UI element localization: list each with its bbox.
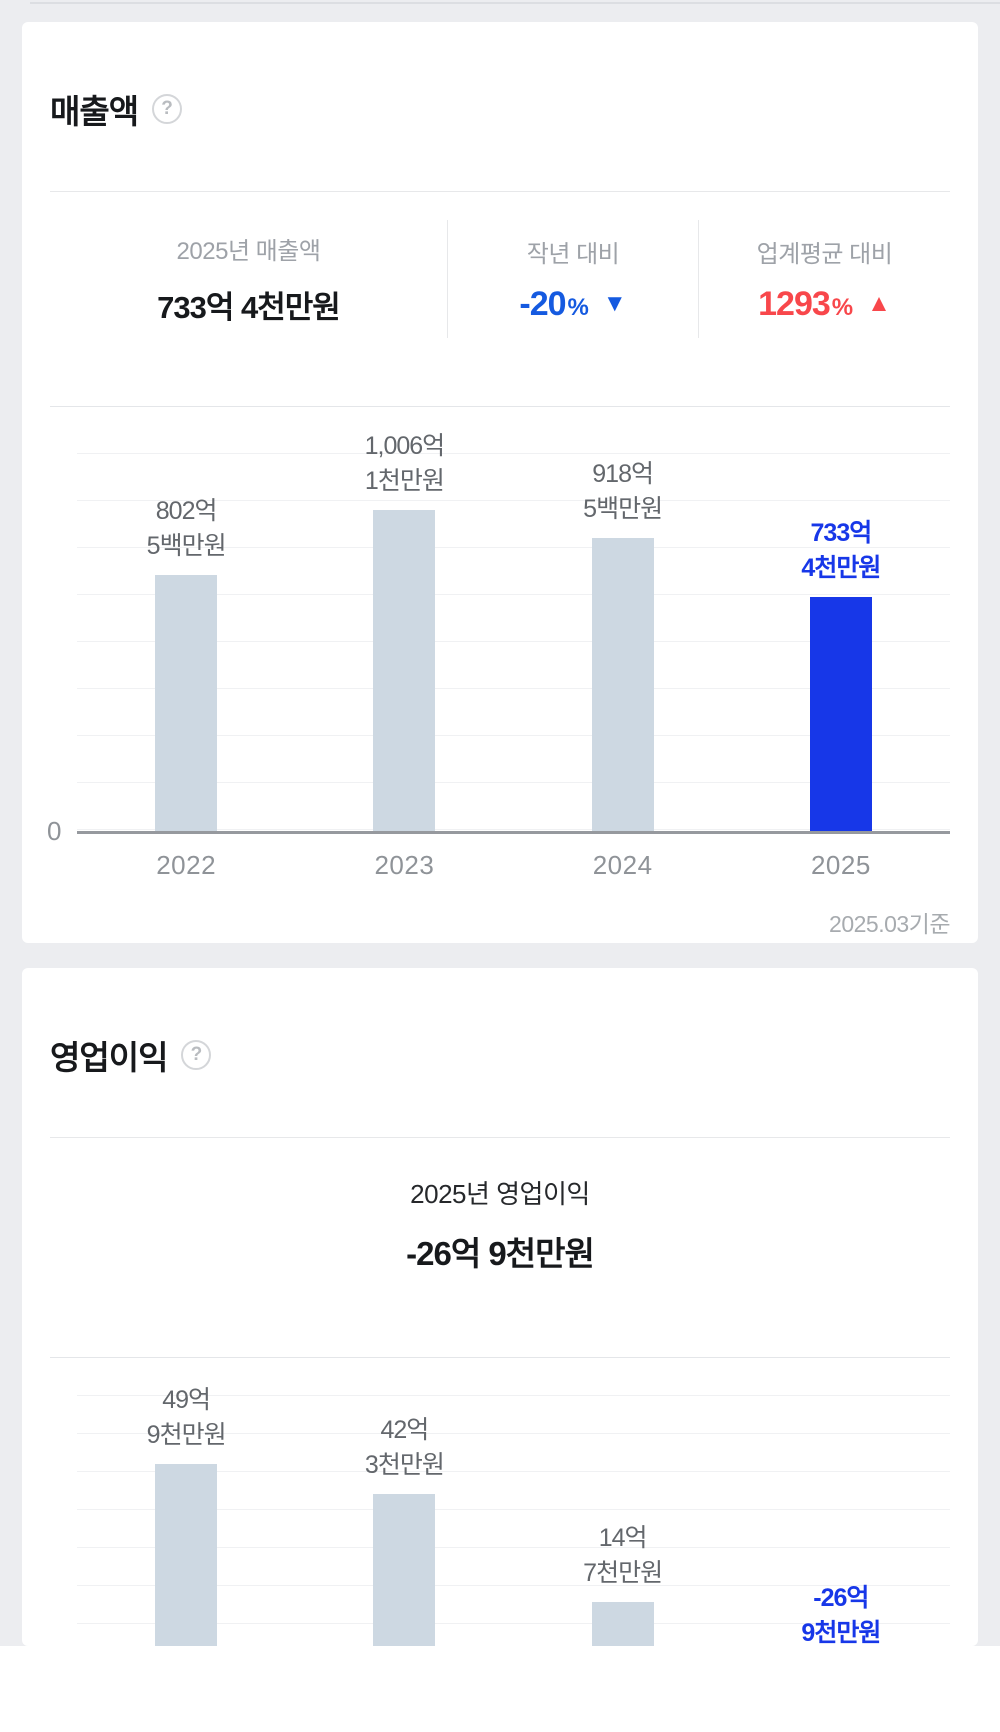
profit-card-header: 영업이익 ?	[50, 968, 950, 1107]
as-of-date: 2025.03기준	[829, 910, 950, 937]
industry-stat: 업계평균 대비 1293% ▲	[698, 219, 950, 338]
chart-top-divider	[50, 405, 950, 407]
yoy-value: -20% ▼	[519, 285, 626, 324]
bar-value-label: 1,006억 1천만원	[364, 431, 446, 496]
bar-value-label: 802억 5백만원	[146, 496, 227, 561]
year-label: 2022	[156, 849, 217, 880]
yoy-stat: 작년 대비 -20% ▼	[447, 219, 698, 338]
industry-percent-sign: %	[831, 293, 854, 321]
bar-column-1: 49억 9천만원	[77, 1358, 295, 1646]
bar-value-label-highlight: -26억 9천만원	[801, 1583, 881, 1646]
help-icon[interactable]: ?	[181, 1040, 212, 1071]
bar-value-label: 918억 5백만원	[583, 459, 663, 524]
profit-summary: 2025년 영업이익 -26억 9천만원	[50, 1174, 950, 1275]
bar-2023	[373, 509, 436, 831]
yoy-number: -20	[519, 284, 566, 323]
year-label: 2023	[374, 849, 435, 880]
bar-column-4-negative: -26억 9천만원	[732, 1358, 950, 1646]
revenue-card-header: 매출액 ?	[50, 22, 950, 161]
bar-2024	[591, 537, 654, 831]
revenue-chart: 0 802억 5백만원 1,006억 1천만원	[47, 406, 950, 881]
bar-value-label: 42억 3천만원	[364, 1415, 445, 1480]
bar-value-label: 14억 7천만원	[583, 1523, 663, 1588]
bar-2	[373, 1493, 436, 1646]
revenue-summary-label: 2025년 매출액	[176, 237, 321, 265]
zero-axis-label: 0	[47, 1645, 61, 1646]
zero-axis-label: 0	[47, 815, 62, 846]
bar-3	[591, 1601, 654, 1646]
previous-card-edge	[30, 2, 1000, 4]
profit-summary-label: 2025년 영업이익	[410, 1178, 590, 1209]
profit-card-title: 영업이익	[50, 1039, 168, 1077]
bar-column-2025: 733억 4천만원	[732, 407, 950, 831]
revenue-card: 매출액 ? 2025년 매출액 733억 4천만원 작년 대비 -20% ▼ 업…	[22, 22, 978, 943]
revenue-summary: 2025년 매출액 733억 4천만원	[50, 220, 447, 338]
year-label: 2024	[592, 849, 653, 880]
divider	[50, 190, 950, 192]
x-axis-labels: 2022 2023 2024 2025	[77, 850, 950, 881]
bar-value-label: 49억 9천만원	[146, 1385, 227, 1450]
operating-profit-card: 영업이익 ? 2025년 영업이익 -26억 9천만원 0 49억 9천만원	[22, 968, 978, 1646]
page-background: 매출액 ? 2025년 매출액 733억 4천만원 작년 대비 -20% ▼ 업…	[0, 0, 1000, 1646]
chart-top-divider	[50, 1356, 950, 1358]
profit-plot-area: 0 49억 9천만원 42억 3천만원	[47, 1357, 950, 1646]
year-label: 2025	[810, 849, 871, 880]
industry-number: 1293	[758, 284, 831, 323]
revenue-summary-value: 733억 4천만원	[157, 289, 341, 325]
bar-column-3: 14억 7천만원	[514, 1358, 732, 1646]
revenue-stats-row: 2025년 매출액 733억 4천만원 작년 대비 -20% ▼ 업계평균 대비…	[50, 219, 950, 338]
profit-summary-value: -26억 9천만원	[406, 1234, 595, 1272]
bar-1	[155, 1463, 218, 1646]
industry-value: 1293% ▲	[758, 285, 891, 324]
bar-column-2023: 1,006억 1천만원	[295, 407, 513, 831]
bar-column-2: 42억 3천만원	[295, 1358, 513, 1646]
bar-2022	[155, 574, 218, 831]
bar-column-2024: 918억 5백만원	[514, 407, 732, 831]
help-icon[interactable]: ?	[152, 94, 183, 125]
bar-2025-highlight	[809, 596, 872, 831]
triangle-up-icon: ▲	[867, 290, 891, 318]
profit-chart: 0 49억 9천만원 42억 3천만원	[47, 1357, 950, 1646]
divider	[50, 1136, 950, 1138]
triangle-down-icon: ▼	[602, 290, 627, 318]
bottom-white-area	[0, 1646, 1000, 1732]
bar-value-label-highlight: 733억 4천만원	[801, 518, 881, 583]
yoy-label: 작년 대비	[526, 240, 620, 268]
bar-column-2022: 802억 5백만원	[77, 407, 295, 831]
revenue-plot-area: 0 802억 5백만원 1,006억 1천만원	[47, 406, 950, 846]
yoy-percent-sign: %	[567, 293, 589, 321]
revenue-card-title: 매출액	[50, 93, 139, 131]
industry-label: 업계평균 대비	[756, 240, 893, 268]
